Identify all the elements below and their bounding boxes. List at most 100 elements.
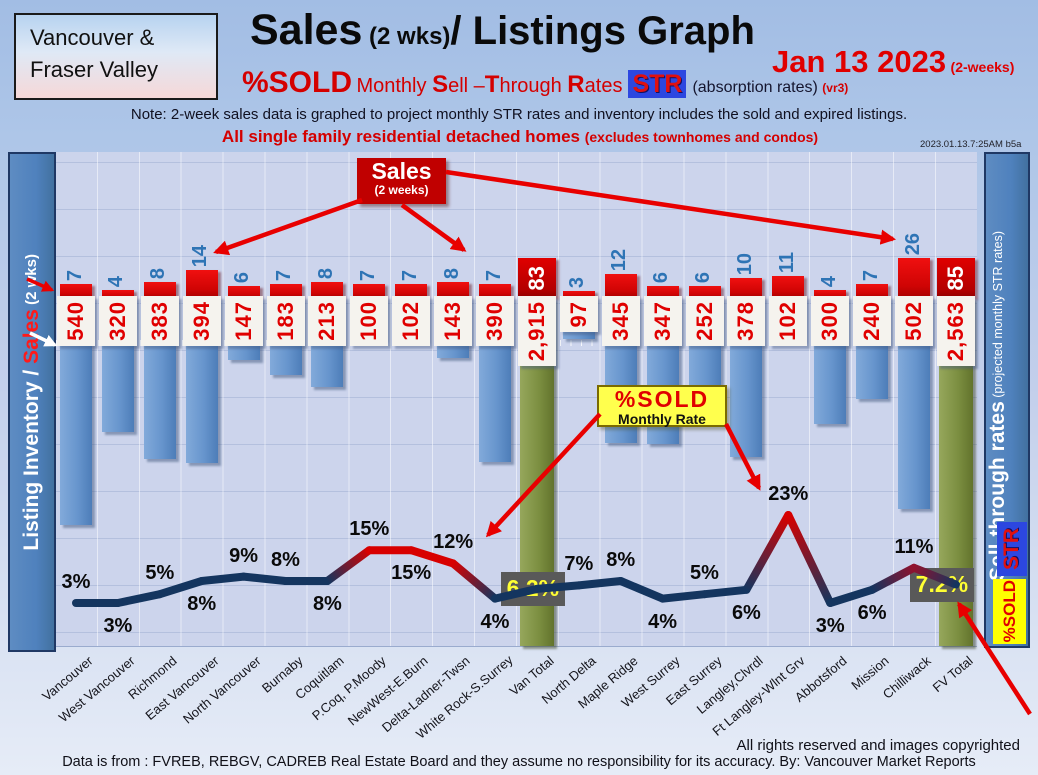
str-line-segment	[910, 563, 960, 589]
inventory-label: 97	[559, 296, 598, 333]
page-title: Sales (2 wks)/ Listings Graph	[250, 6, 850, 55]
region-line2: Fraser Valley	[30, 56, 158, 82]
subnote-text: All single family residential detached h…	[221, 127, 819, 146]
str-point-label: 7%	[564, 553, 594, 576]
sales-bar-cap	[353, 284, 386, 298]
str-badge: STR	[628, 70, 687, 98]
str-line-segment	[449, 559, 499, 603]
inventory-label: 540	[57, 296, 95, 346]
str-point-label: 5%	[690, 562, 719, 585]
title-sales: Sales	[250, 6, 363, 54]
inventory-label: 394	[182, 296, 221, 346]
inventory-label: 100	[350, 296, 389, 346]
str-line-segment	[658, 590, 709, 603]
sales-bar-cap-total: 83	[517, 258, 556, 298]
str-line-segment	[868, 563, 918, 594]
sales-bar-cap	[688, 286, 721, 298]
inventory-label: 502	[895, 296, 933, 346]
str-point-label: 23%	[768, 483, 809, 505]
copyright-text: All rights reserved and images copyright…	[736, 737, 1020, 754]
fv-total-arrow	[957, 601, 1032, 716]
str-point-label: 8%	[312, 593, 342, 615]
str-point-label: 8%	[606, 549, 636, 571]
inventory-label: 390	[476, 296, 514, 346]
inventory-label: 345	[601, 296, 640, 346]
title-2wks: (2 wks)	[362, 23, 451, 50]
str-line-segment	[616, 577, 667, 603]
sales-bar-cap	[604, 274, 637, 298]
str-line-segment	[239, 572, 290, 585]
str-line-segment	[155, 577, 206, 599]
region-line1: Vancouver &	[30, 25, 155, 50]
sales-callout: Sales (2 weeks)	[357, 158, 446, 204]
inventory-label: 102	[392, 296, 431, 346]
inventory-label: 252	[685, 296, 724, 346]
sales-bar-cap	[395, 284, 428, 298]
sales-callout-arrows	[213, 169, 897, 256]
sales-bar-cap	[60, 284, 92, 298]
str-line-segment	[113, 590, 164, 607]
str-point-label: 8%	[271, 549, 300, 571]
sales-bar-cap	[772, 276, 805, 298]
str-point-label: 6%	[731, 601, 761, 624]
inventory-label: 347	[643, 296, 682, 346]
sales-bar-cap	[898, 258, 930, 298]
str-point-label: 4%	[480, 610, 510, 633]
left-banner-sales-arrow	[26, 277, 55, 292]
sales-bar-cap	[227, 286, 260, 298]
str-line-segment	[826, 585, 877, 607]
inventory-label: 213	[308, 296, 347, 346]
subtitle: %SOLD Monthly Sell –Through Rates STR (abs…	[242, 66, 849, 99]
sales-bar-cap	[437, 282, 470, 298]
str-badge-vertical: STR	[997, 522, 1027, 576]
str-point-label: 12%	[433, 531, 474, 554]
str-point-label: 3%	[103, 615, 133, 637]
left-banner-inventory-arrow	[29, 331, 58, 347]
str-point-label: 11%	[894, 535, 934, 558]
str-point-label: 3%	[815, 615, 845, 637]
inventory-label: 383	[140, 296, 179, 346]
inventory-label: 143	[434, 296, 473, 346]
str-point-label: 9%	[229, 544, 259, 567]
sales-bar-cap	[562, 291, 595, 298]
str-point-label: 15%	[349, 518, 390, 541]
inventory-label: 102	[769, 296, 808, 346]
sales-bar-cap	[730, 278, 763, 298]
inventory-label: 2,915	[517, 296, 556, 367]
sales-bar-cap	[311, 282, 344, 298]
sales-bar-cap	[101, 290, 134, 298]
sales-bar-cap	[269, 284, 302, 298]
inventory-label: 378	[727, 296, 766, 346]
inventory-label: 147	[224, 296, 263, 346]
sales-bar-cap-total: 85	[936, 258, 975, 298]
sales-bar-cap	[814, 290, 847, 298]
str-line-segment	[532, 581, 583, 593]
sales-bar-cap	[856, 284, 889, 298]
str-line-segment	[700, 585, 751, 599]
str-point-label: 5%	[145, 562, 175, 585]
str-line-segment	[407, 546, 458, 568]
pct-callout-arrows	[485, 412, 761, 538]
inventory-label: 300	[811, 296, 850, 346]
str-line-segment	[323, 546, 374, 585]
str-line-segment	[491, 584, 541, 603]
note-text: Note: 2-week sales data is graphed to pr…	[130, 106, 908, 123]
sales-bar-cap	[646, 286, 679, 298]
region-legend-box: Vancouver & Fraser Valley	[14, 13, 218, 100]
title-listings-graph: / Listings Graph	[450, 9, 755, 53]
str-line-segment	[784, 511, 835, 607]
axis-tick-strip	[56, 340, 975, 346]
str-line-segment	[574, 577, 625, 590]
sales-bar-cap	[479, 284, 511, 298]
left-axis-banner: Listing Inventory / Sales (2 wks)	[8, 152, 56, 652]
data-source-text: Data is from : FVREB, REBGV, CADREB Real…	[62, 754, 976, 770]
inventory-label: 240	[853, 296, 892, 346]
str-line-segment	[742, 511, 793, 594]
str-point-label: 8%	[187, 593, 217, 615]
inventory-label: 320	[98, 296, 137, 346]
build-timestamp: 2023.01.13.7:25AM b5a	[920, 139, 1022, 150]
pct-sold-callout: %SOLD Monthly Rate	[597, 385, 727, 427]
str-point-label: 6%	[857, 601, 887, 624]
